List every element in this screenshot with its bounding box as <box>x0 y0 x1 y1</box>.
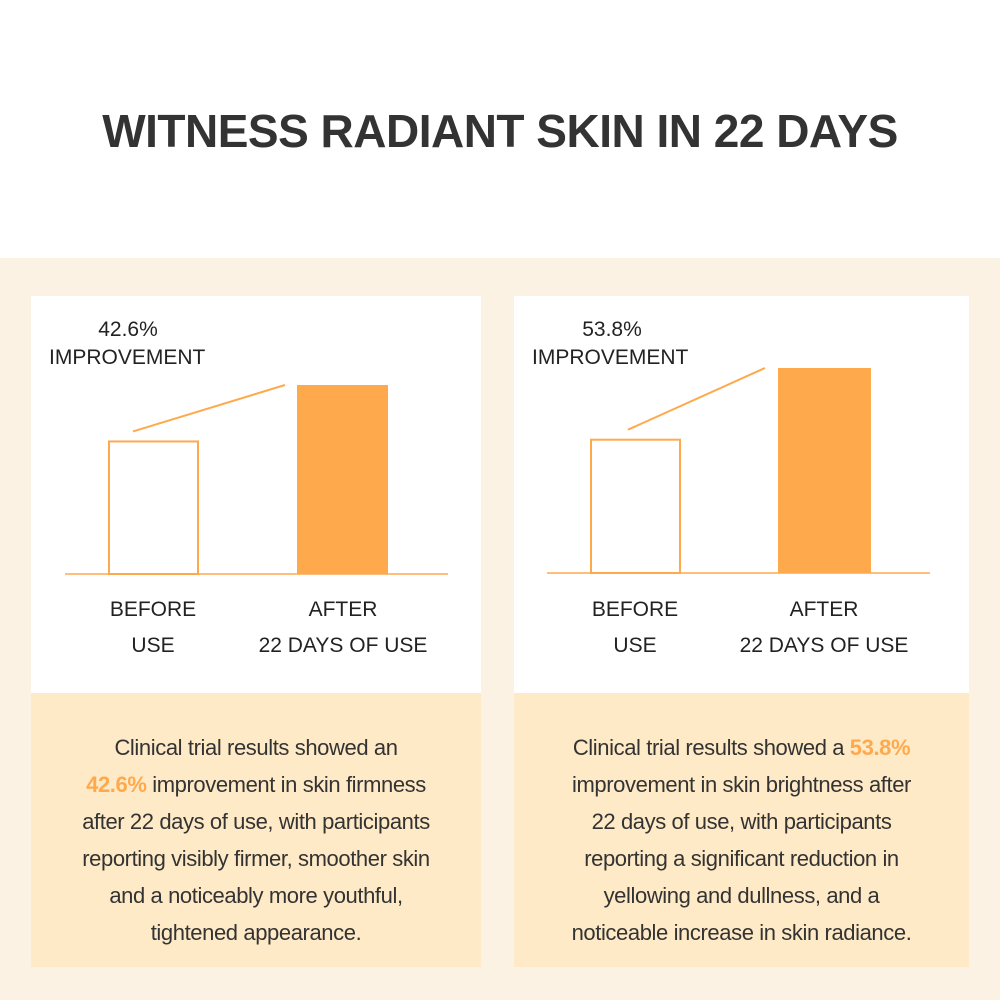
description-text: after 22 days of use, with participants <box>82 809 430 834</box>
bar-after <box>778 368 871 573</box>
bar-after <box>297 385 388 574</box>
description-line: improvement in skin brightness after <box>514 766 969 803</box>
x-label-after: AFTER <box>308 598 378 621</box>
x-label-before: BEFORE <box>109 598 197 621</box>
improvement-connector <box>132 384 286 433</box>
highlight-value: 53.8% <box>849 735 911 760</box>
description-text: improvement in skin brightness after <box>572 772 911 797</box>
brightness-chart <box>547 367 930 574</box>
description-text: yellowing and dullness, and a <box>603 883 880 908</box>
description-text: reporting a significant reduction in <box>584 846 899 871</box>
brightness-description: Clinical trial results showed a 53.8% imp… <box>514 693 969 967</box>
brightness-card: 53.8% IMPROVEMENT BEFORE USE AFTER 22 DA… <box>514 296 969 967</box>
page-title: WITNESS RADIANT SKIN IN 22 DAYS <box>102 105 898 157</box>
description-line: Clinical trial results showed an <box>31 729 481 766</box>
description-text: Clinical trial results showed an <box>114 735 398 760</box>
x-label-after: AFTER <box>789 598 859 621</box>
bar-before <box>108 440 199 575</box>
description-line: tightened appearance. <box>31 914 481 951</box>
description-line: after 22 days of use, with participants <box>31 803 481 840</box>
x-label-before-2: USE <box>613 634 657 657</box>
x-label-after-2: 22 DAYS OF USE <box>739 634 909 657</box>
bar-before <box>590 438 681 574</box>
annotation-value: 53.8% <box>582 318 642 341</box>
firmness-card: 42.6% IMPROVEMENT BEFORE USE AFTER 22 DA… <box>31 296 481 967</box>
firmness-description: Clinical trial results showed an 42.6% im… <box>31 693 481 967</box>
annotation-label: IMPROVEMENT <box>532 346 689 369</box>
description-line: noticeable increase in skin radiance. <box>514 914 969 951</box>
description-line: yellowing and dullness, and a <box>514 877 969 914</box>
description-line: reporting visibly firmer, smoother skin <box>31 840 481 877</box>
firmness-chart <box>65 384 448 575</box>
description-text: Clinical trial results showed a <box>572 735 850 760</box>
description-text: noticeable increase in skin radiance. <box>571 920 912 945</box>
description-line: reporting a significant reduction in <box>514 840 969 877</box>
annotation-value: 42.6% <box>98 318 158 341</box>
description-line: 22 days of use, with participants <box>514 803 969 840</box>
description-text: and a noticeably more youthful, <box>109 883 403 908</box>
x-label-after-2: 22 DAYS OF USE <box>258 634 428 657</box>
highlight-value: 42.6% <box>86 772 147 797</box>
description-text: tightened appearance. <box>150 920 362 945</box>
description-line: Clinical trial results showed a 53.8% <box>514 729 969 766</box>
improvement-connector <box>627 367 766 431</box>
description-line: 42.6% improvement in skin firmness <box>31 766 481 803</box>
description-text: reporting visibly firmer, smoother skin <box>82 846 430 871</box>
x-label-before: BEFORE <box>591 598 679 621</box>
description-text: 22 days of use, with participants <box>591 809 892 834</box>
description-line: and a noticeably more youthful, <box>31 877 481 914</box>
annotation-label: IMPROVEMENT <box>49 346 206 369</box>
description-text: improvement in skin firmness <box>146 772 426 797</box>
x-label-before-2: USE <box>131 634 175 657</box>
